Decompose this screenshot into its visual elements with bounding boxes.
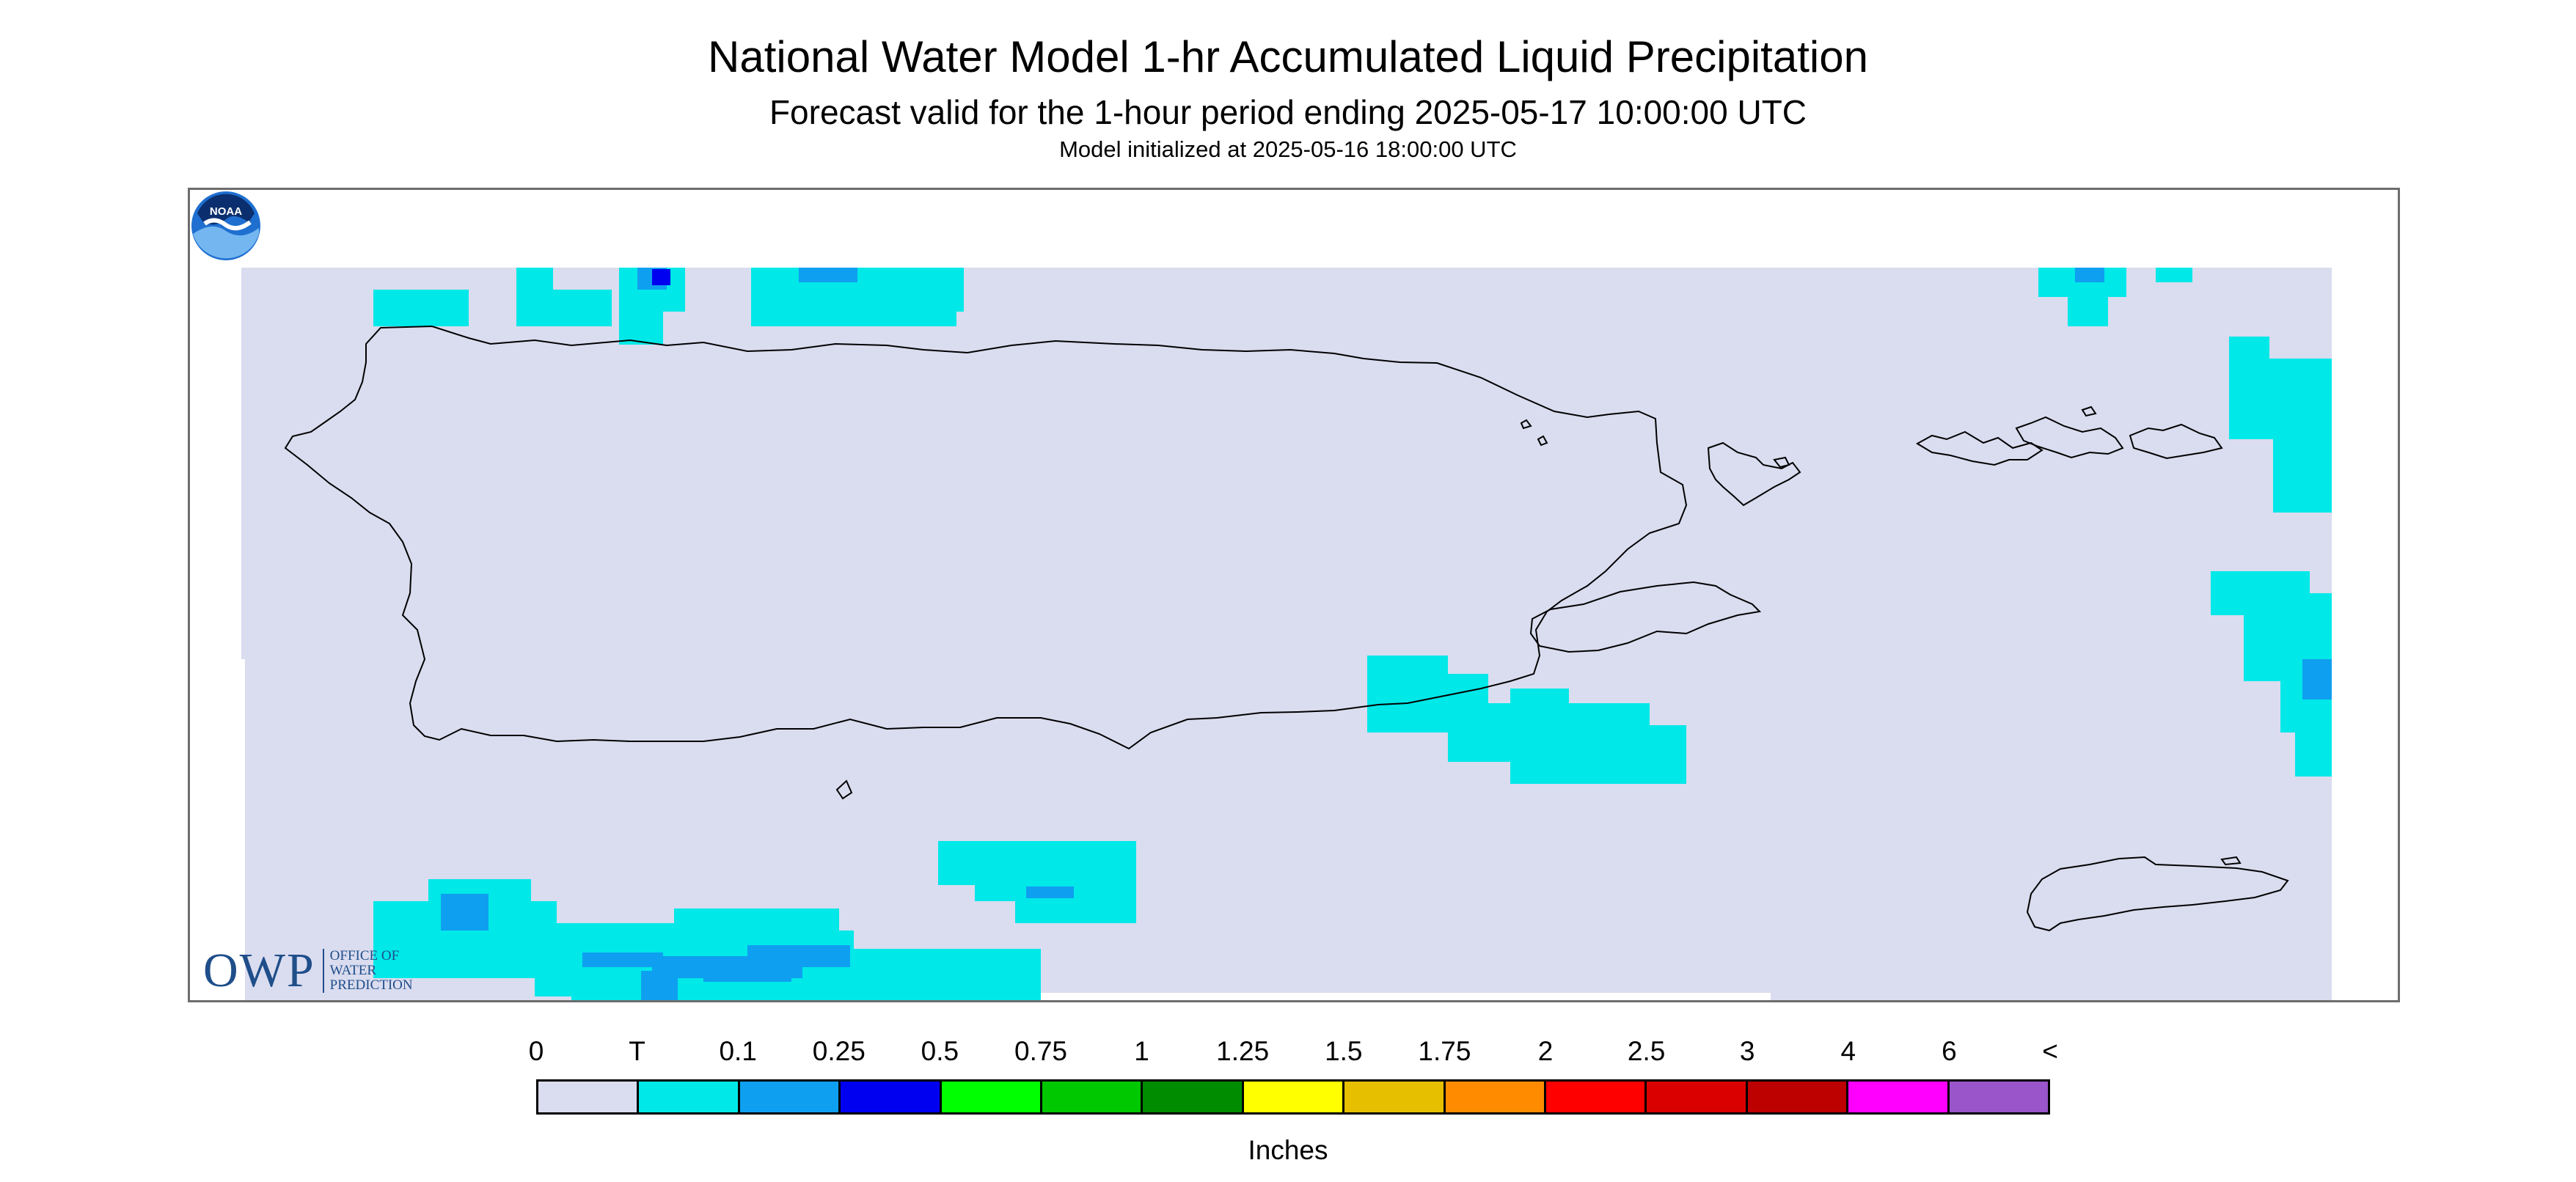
noaa-logo-icon: NOAA: [191, 191, 260, 260]
owp-logo: OWP OFFICE OF WATER PREDICTION: [203, 947, 413, 995]
st-croix-coast: [2026, 856, 2289, 932]
legend-tick-label: 1.25: [1216, 1036, 1270, 1066]
coastlines: [284, 325, 2289, 932]
legend-tick-label: 0.5: [921, 1036, 959, 1066]
legend-bin: [538, 1082, 640, 1112]
desecheo-coast: [1520, 419, 1532, 430]
legend-tick-label: 2.5: [1627, 1036, 1666, 1066]
legend-tick-label: 3: [1739, 1036, 1755, 1066]
precip-moderate-cells: [652, 269, 670, 285]
model-domain: [241, 268, 2332, 1000]
owp-office-line2: WATER: [329, 963, 376, 979]
culebra-coast: [1707, 441, 1801, 507]
small-cay-coast: [1537, 435, 1548, 447]
legend-bin: [1042, 1082, 1144, 1112]
map-canvas: [241, 268, 2332, 1000]
legend-tick-label: 6: [1942, 1036, 1957, 1066]
owp-office-line1: OFFICE OF: [329, 948, 400, 964]
precipitation-map: OWP OFFICE OF WATER PREDICTION NOAA: [188, 188, 2400, 1002]
legend-bin: [1848, 1082, 1950, 1112]
owp-wordmark: OWP: [203, 944, 315, 997]
legend-tick-label: 0.1: [719, 1036, 757, 1066]
tortola-coast: [2129, 423, 2223, 460]
legend-tick-label: 0.75: [1014, 1036, 1068, 1066]
legend-bin: [1143, 1082, 1244, 1112]
legend-bin: [1949, 1082, 2049, 1112]
legend-bin: [639, 1082, 740, 1112]
map-title: National Water Model 1-hr Accumulated Li…: [708, 32, 1868, 81]
legend-bin: [1647, 1082, 1748, 1112]
legend-tick-label: 2: [1537, 1036, 1554, 1066]
buck-island-coast: [2220, 856, 2242, 866]
legend-tick-label: 0.25: [812, 1036, 866, 1066]
culebrita-coast: [1773, 456, 1790, 469]
owp-office-text: OFFICE OF WATER PREDICTION: [322, 948, 413, 993]
legend-bin: [1546, 1082, 1647, 1112]
precip-light-cells: [441, 268, 2332, 1000]
legend-bin: [739, 1082, 841, 1112]
legend-tick-label: 4: [1840, 1036, 1856, 1066]
owp-office-line3: PREDICTION: [329, 977, 413, 993]
noaa-logo-text: NOAA: [210, 205, 242, 218]
legend-bin: [841, 1082, 942, 1112]
legend-units: Inches: [1248, 1135, 1328, 1165]
legend-bin: [1445, 1082, 1547, 1112]
legend-bin: [1747, 1082, 1849, 1112]
legend-bin: [1344, 1082, 1446, 1112]
model-init-label: Model initialized at 2025-05-16 18:00:00…: [1059, 136, 1517, 162]
legend-tick-label: <: [2042, 1036, 2058, 1066]
legend-tick-label: T: [629, 1036, 645, 1066]
map-subtitle: Forecast valid for the 1-hour period end…: [769, 93, 1807, 131]
mona-island-coast: [835, 779, 853, 800]
legend-bin: [941, 1082, 1043, 1112]
legend-tick-label: 1.5: [1325, 1036, 1363, 1066]
legend-tick-label: 0: [528, 1036, 544, 1066]
jost-van-dyke-coast: [2081, 405, 2097, 417]
puerto-rico-coast: [284, 325, 1688, 750]
legend-colorbar: [536, 1079, 2050, 1115]
legend-tick-label: 1.75: [1418, 1036, 1471, 1066]
legend-labels: 0 T 0.1 0.25 0.5 0.75 1 1.25 1.5 1.75 2 2.5 3 4 6 <: [0, 1038, 2576, 1067]
legend-bin: [1243, 1082, 1345, 1112]
map-white-strip: [839, 993, 1771, 1000]
vieques-coast: [1529, 581, 1762, 653]
legend-tick-label: 1: [1134, 1036, 1149, 1066]
st-john-coast: [2015, 416, 2124, 459]
